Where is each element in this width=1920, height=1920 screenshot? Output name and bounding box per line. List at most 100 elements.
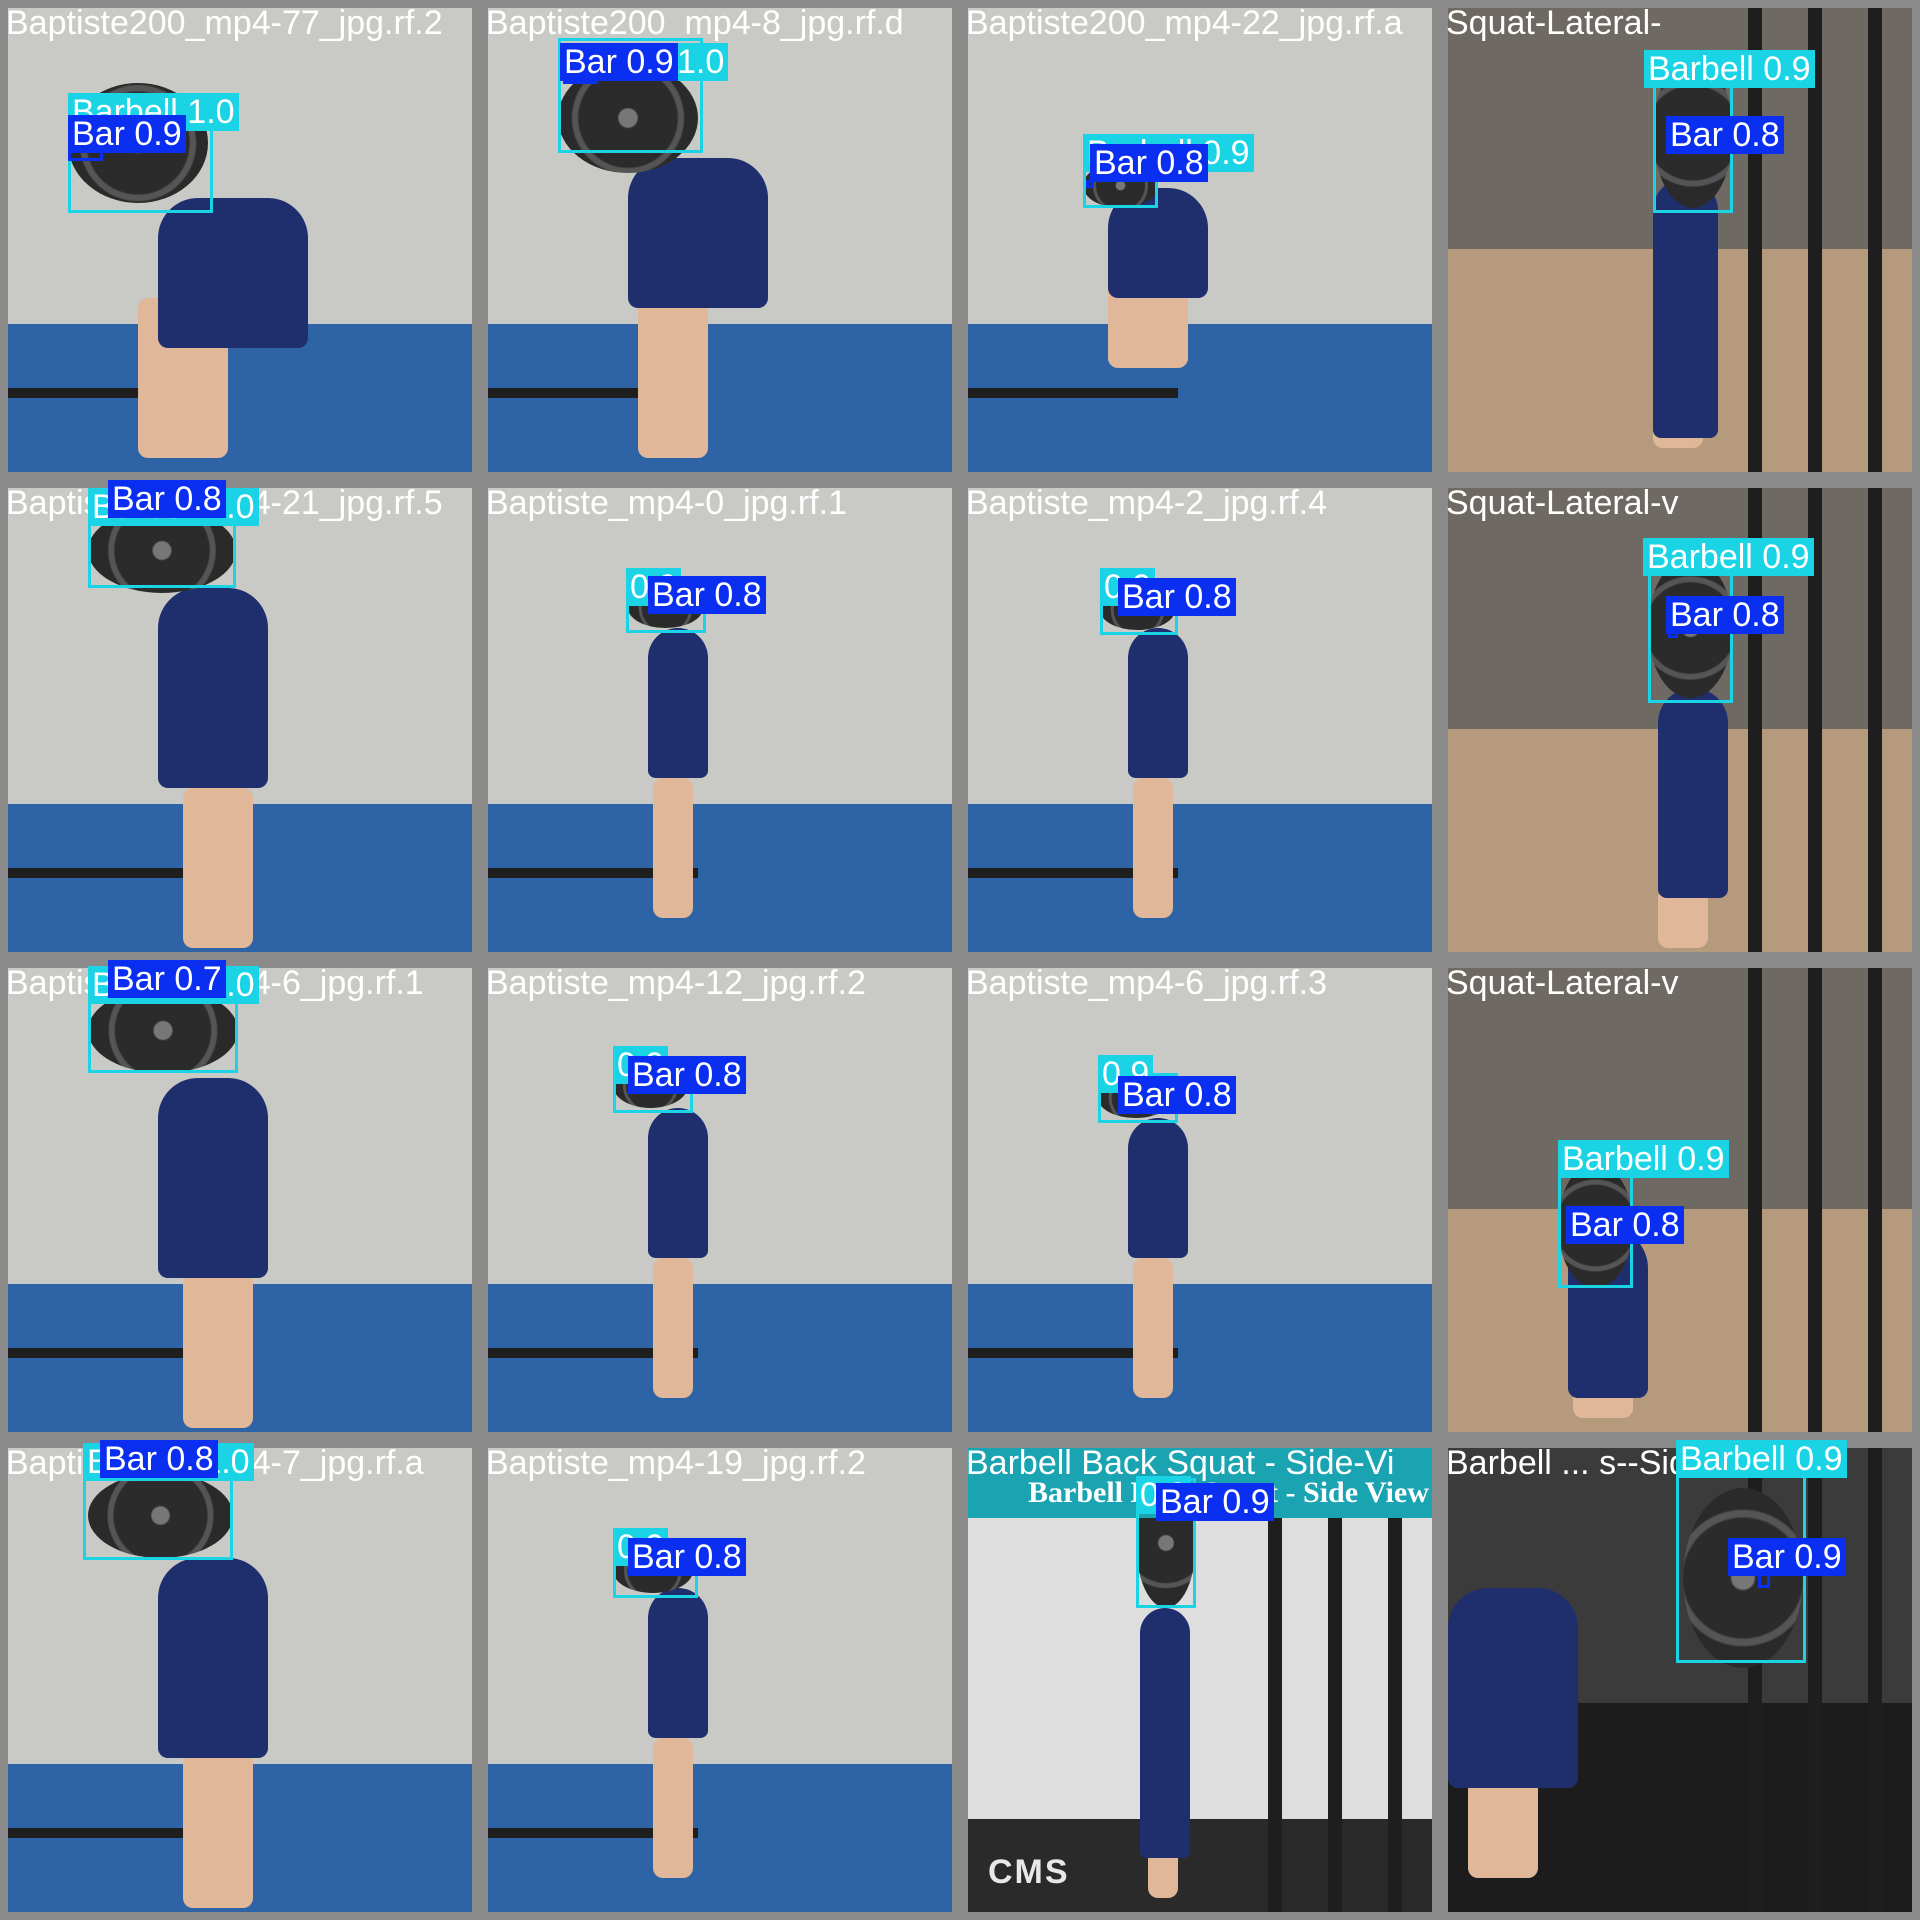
- mosaic-tile: Baptiste200_mp4-77_jpg.rf.2 Barbell 1.0 Ba…: [0, 0, 480, 480]
- tile-photo: [968, 968, 1432, 1432]
- scene-wall: [488, 488, 952, 804]
- mosaic-tile: Squat-Lateral- Barbell 0.9 Bar 0.8: [1440, 0, 1920, 480]
- bar-label: Bar 0.8: [1666, 116, 1784, 154]
- weight-plate: [88, 1473, 233, 1558]
- rack-upright: [1808, 1448, 1822, 1912]
- athlete: [1140, 1608, 1190, 1858]
- rack-upright: [1868, 1448, 1882, 1912]
- scene-wall: [488, 1448, 952, 1764]
- athlete: [158, 588, 268, 788]
- image-filename: Baptiste_mp4-19_jpg.rf.2: [486, 1444, 866, 1482]
- athlete-legs: [1658, 888, 1708, 948]
- brand-logo: CMS: [988, 1853, 1070, 1891]
- athlete: [1128, 628, 1188, 778]
- athlete: [1448, 1588, 1578, 1788]
- bench-rack: [968, 388, 1178, 398]
- mosaic-tile: Barbell ... s--Side-V Barbell 0.9 Bar 0.9: [1440, 1440, 1920, 1920]
- image-filename: Baptiste_mp4-12_jpg.rf.2: [486, 964, 866, 1002]
- bar-label: Bar 0.7: [108, 960, 226, 998]
- bench-rack: [488, 1828, 698, 1838]
- image-filename: Baptiste_mp4-2_jpg.rf.4: [966, 484, 1327, 522]
- bar-label: Bar 0.8: [1566, 1206, 1684, 1244]
- bar-label: Bar 0.9: [68, 115, 186, 153]
- athlete-legs: [1468, 1778, 1538, 1878]
- tile-photo: [968, 8, 1432, 472]
- tile-photo: [488, 1448, 952, 1912]
- weight-plate: [1683, 1488, 1803, 1668]
- bar-label: Bar 0.8: [108, 480, 226, 518]
- tile-photo: [8, 968, 472, 1432]
- bar-label: Bar 0.8: [100, 1440, 218, 1478]
- tile-photo: [488, 968, 952, 1432]
- mosaic-tile: Barbell Back Squat - Side ViewCMSBarbell…: [960, 1440, 1440, 1920]
- image-filename: Baptiste200_mp4-8_jpg.rf.d: [486, 4, 904, 42]
- rack-upright: [1388, 1448, 1402, 1912]
- tile-photo: [8, 488, 472, 952]
- athlete: [1653, 178, 1718, 438]
- athlete: [1658, 688, 1728, 898]
- image-filename: Squat-Lateral-v: [1446, 964, 1679, 1002]
- mosaic-tile: Squat-Lateral-v Barbell 0.9 Bar 0.8: [1440, 960, 1920, 1440]
- barbell-label: Barbell 0.9: [1558, 1140, 1729, 1178]
- athlete-legs: [183, 1748, 253, 1908]
- barbell-bounding-box: [558, 38, 703, 153]
- rack-upright: [1868, 488, 1882, 952]
- tile-photo: [1448, 488, 1912, 952]
- scene-floor: [968, 1819, 1432, 1912]
- mosaic-tile: Baptiste200_mp4-22_jpg.rf.aBarbell 0.9Ba…: [960, 0, 1440, 480]
- barbell-label: 1.0: [673, 43, 729, 81]
- barbell-label: Barbell 0.9: [1644, 50, 1815, 88]
- scene-wall: [488, 968, 952, 1284]
- barbell-label: Barbell 0.9: [1643, 538, 1814, 576]
- mosaic-tile: Baptiste200_mp4-6_jpg.rf.1Barbell 1.0Bar…: [0, 960, 480, 1440]
- rack-upright: [1868, 8, 1882, 472]
- bar-label: Bar 0.9: [560, 43, 678, 81]
- bench-rack: [8, 1828, 218, 1838]
- bar-label: Bar 0.9: [1728, 1538, 1846, 1576]
- rack-upright: [1268, 1448, 1282, 1912]
- mosaic-tile: Baptiste200_mp4-7_jpg.rf.aBarbell 1.0Bar…: [0, 1440, 480, 1920]
- athlete-legs: [183, 788, 253, 948]
- image-filename: Squat-Lateral-: [1446, 4, 1662, 42]
- athlete-legs: [1133, 1258, 1173, 1398]
- rack-upright: [1748, 968, 1762, 1432]
- athlete: [628, 158, 768, 308]
- rack-upright: [1808, 8, 1822, 472]
- athlete-legs: [1133, 778, 1173, 918]
- rack-upright: [1808, 488, 1822, 952]
- athlete: [158, 198, 308, 348]
- tile-photo: [968, 488, 1432, 952]
- mosaic-tile: Baptiste200_mp4-21_jpg.rf.5Barbell 1.0Ba…: [0, 480, 480, 960]
- image-filename: Squat-Lateral-v: [1446, 484, 1679, 522]
- tile-photo: [488, 488, 952, 952]
- scene-wall: [968, 488, 1432, 804]
- mosaic-tile: Baptiste200_mp4-8_jpg.rf.d 1.0 Bar 0.9: [480, 0, 960, 480]
- athlete: [158, 1078, 268, 1278]
- athlete-legs: [183, 1268, 253, 1428]
- bench-rack: [968, 868, 1178, 878]
- rack-upright: [1328, 1448, 1342, 1912]
- rack-upright: [1808, 968, 1822, 1432]
- image-filename: Barbell Back Squat - Side-Vi: [966, 1444, 1395, 1482]
- bar-label: Bar 0.8: [1666, 596, 1784, 634]
- bar-label: Bar 0.8: [648, 576, 766, 614]
- athlete-legs: [638, 298, 708, 458]
- rack-upright: [1868, 968, 1882, 1432]
- athlete: [648, 1108, 708, 1258]
- bar-label: Bar 0.8: [628, 1538, 746, 1576]
- image-filename: Baptiste200_mp4-22_jpg.rf.a: [966, 4, 1403, 42]
- bench-rack: [488, 868, 698, 878]
- bar-label: Bar 0.9: [1156, 1483, 1274, 1521]
- bar-label: Bar 0.8: [1118, 1076, 1236, 1114]
- athlete: [1128, 1118, 1188, 1258]
- bar-label: Bar 0.8: [1090, 144, 1208, 182]
- scene-floor: [1448, 1209, 1912, 1432]
- bench-rack: [8, 388, 218, 398]
- tile-photo: [8, 8, 472, 472]
